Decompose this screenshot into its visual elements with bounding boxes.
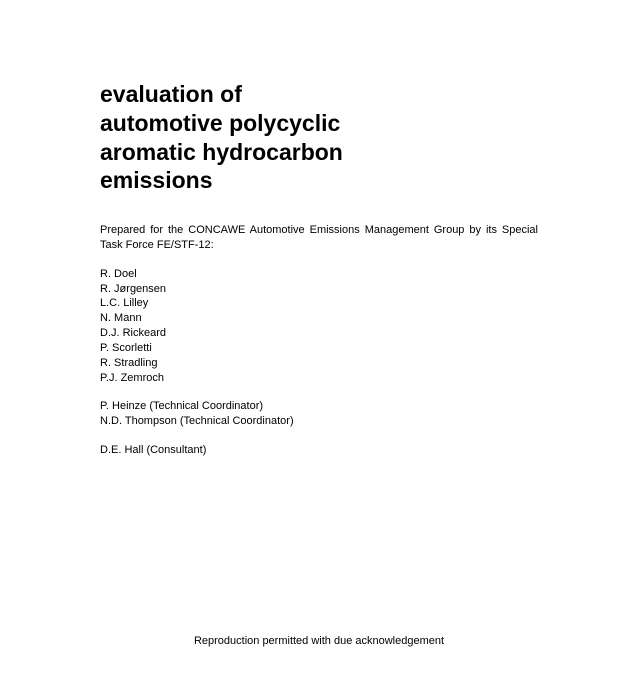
title-line-1: evaluation of	[100, 81, 242, 107]
consultant-line: D.E. Hall (Consultant)	[100, 443, 538, 458]
title-line-3: aromatic hydrocarbon	[100, 139, 343, 165]
coordinators-list: P. Heinze (Technical Coordinator) N.D. T…	[100, 399, 538, 429]
prepared-for-text: Prepared for the CONCAWE Automotive Emis…	[100, 223, 538, 253]
coordinator-item: P. Heinze (Technical Coordinator)	[100, 399, 538, 414]
title-line-4: emissions	[100, 167, 213, 193]
author-item: P. Scorletti	[100, 341, 538, 356]
coordinator-item: N.D. Thompson (Technical Coordinator)	[100, 414, 538, 429]
author-item: R. Stradling	[100, 356, 538, 371]
author-item: P.J. Zemroch	[100, 371, 538, 386]
authors-list: R. Doel R. Jørgensen L.C. Lilley N. Mann…	[100, 267, 538, 386]
author-item: N. Mann	[100, 311, 538, 326]
author-item: D.J. Rickeard	[100, 326, 538, 341]
document-page: evaluation of automotive polycyclic arom…	[0, 0, 618, 675]
reproduction-notice: Reproduction permitted with due acknowle…	[100, 635, 538, 647]
author-item: R. Doel	[100, 267, 538, 282]
author-item: R. Jørgensen	[100, 282, 538, 297]
title-line-2: automotive polycyclic	[100, 110, 340, 136]
author-item: L.C. Lilley	[100, 296, 538, 311]
document-title: evaluation of automotive polycyclic arom…	[100, 80, 538, 195]
